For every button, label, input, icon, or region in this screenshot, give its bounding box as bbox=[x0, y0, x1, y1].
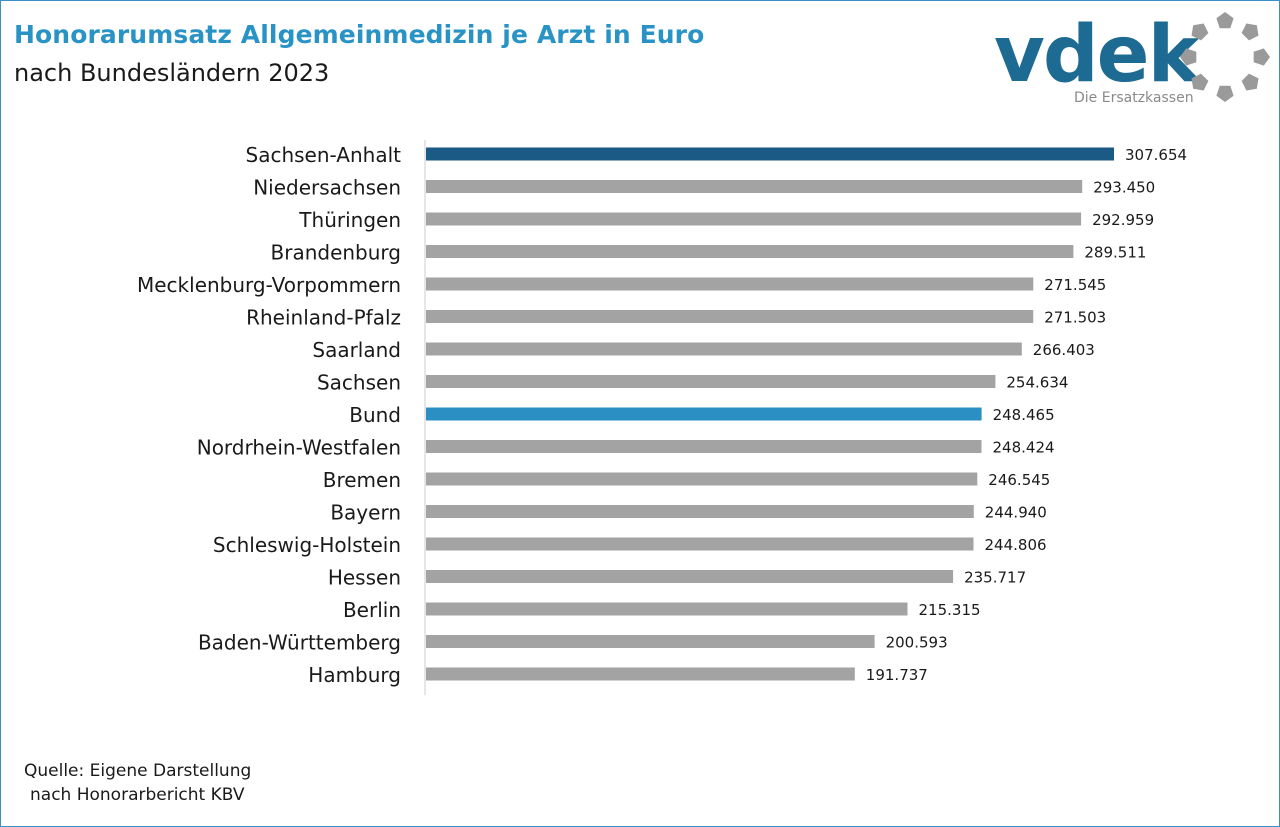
category-label-hessen: Hessen bbox=[328, 566, 401, 590]
category-label-brandenburg: Brandenburg bbox=[271, 241, 402, 265]
category-label-hamburg: Hamburg bbox=[308, 663, 401, 687]
value-label-rheinland-pfalz: 271.503 bbox=[1044, 309, 1106, 327]
value-label-berlin: 215.315 bbox=[919, 601, 981, 619]
category-label-bayern: Bayern bbox=[330, 501, 401, 525]
category-label-bremen: Bremen bbox=[323, 468, 401, 492]
bar-bayern bbox=[426, 505, 974, 518]
category-label-sachsen-anhalt: Sachsen-Anhalt bbox=[246, 143, 402, 167]
category-label-niedersachsen: Niedersachsen bbox=[253, 176, 401, 200]
value-label-nordrhein-westfalen: 248.424 bbox=[993, 439, 1055, 457]
logo-ring-segment bbox=[1216, 12, 1234, 29]
value-label-schleswig-holstein: 244.806 bbox=[985, 536, 1047, 554]
value-label-hamburg: 191.737 bbox=[866, 666, 928, 684]
bar-brandenburg bbox=[426, 245, 1074, 258]
bar-berlin bbox=[426, 602, 908, 616]
value-label-thüringen: 292.959 bbox=[1092, 211, 1154, 229]
value-label-saarland: 266.403 bbox=[1033, 341, 1095, 359]
value-label-baden-württemberg: 200.593 bbox=[886, 634, 948, 652]
vdek-logo-tagline: Die Ersatzkassen bbox=[1074, 90, 1194, 106]
bar-nordrhein-westfalen bbox=[426, 440, 982, 453]
logo-ring-segment bbox=[1241, 73, 1259, 91]
value-label-niedersachsen: 293.450 bbox=[1093, 179, 1155, 197]
category-label-berlin: Berlin bbox=[343, 598, 401, 622]
value-label-bayern: 244.940 bbox=[985, 504, 1047, 522]
bar-sachsen bbox=[426, 375, 996, 388]
value-label-hessen: 235.717 bbox=[964, 569, 1026, 587]
value-label-brandenburg: 289.511 bbox=[1084, 244, 1146, 262]
bar-niedersachsen bbox=[426, 180, 1083, 193]
bar-schleswig-holstein bbox=[426, 537, 974, 551]
logo-ring-segment bbox=[1191, 23, 1209, 41]
category-label-mecklenburg-vorpommern: Mecklenburg-Vorpommern bbox=[137, 273, 401, 297]
source-note: Quelle: Eigene Darstellung nach Honorarb… bbox=[24, 759, 251, 807]
bar-sachsen-anhalt bbox=[426, 147, 1114, 161]
logo-ring-segment bbox=[1216, 85, 1234, 102]
chart-subtitle: nach Bundesländern 2023 bbox=[14, 59, 330, 87]
vdek-logo-wordmark: vdek bbox=[994, 10, 1199, 100]
category-label-thüringen: Thüringen bbox=[298, 208, 401, 232]
source-line-2: nach Honorarbericht KBV bbox=[30, 785, 245, 805]
category-label-saarland: Saarland bbox=[312, 338, 401, 362]
category-label-baden-württemberg: Baden-Württemberg bbox=[198, 631, 401, 655]
value-label-bund: 248.465 bbox=[993, 406, 1055, 424]
bar-hessen bbox=[426, 570, 954, 583]
bar-baden-württemberg bbox=[426, 635, 875, 648]
bar-hamburg bbox=[426, 667, 855, 681]
logo-ring-segment bbox=[1191, 73, 1209, 91]
chart-title: Honorarumsatz Allgemeinmedizin je Arzt i… bbox=[14, 20, 705, 49]
category-label-schleswig-holstein: Schleswig-Holstein bbox=[213, 533, 401, 557]
bar-saarland bbox=[426, 342, 1022, 356]
vdek-logo-ring-icon bbox=[1180, 12, 1270, 102]
logo-ring-segment bbox=[1241, 23, 1259, 41]
logo-ring-segment bbox=[1180, 48, 1197, 66]
bar-bund bbox=[426, 407, 982, 421]
bar-chart: Sachsen-Anhalt Niedersachsen Thüringen Bran… bbox=[137, 140, 1187, 695]
value-label-sachsen-anhalt: 307.654 bbox=[1125, 146, 1187, 164]
category-label-rheinland-pfalz: Rheinland-Pfalz bbox=[246, 306, 401, 330]
logo-ring-segment bbox=[1253, 48, 1270, 66]
value-label-bremen: 246.545 bbox=[988, 471, 1050, 489]
source-line-1: Quelle: Eigene Darstellung bbox=[24, 761, 252, 781]
bar-bremen bbox=[426, 472, 978, 486]
category-label-nordrhein-westfalen: Nordrhein-Westfalen bbox=[197, 436, 401, 460]
bar-mecklenburg-vorpommern bbox=[426, 277, 1034, 291]
category-label-sachsen: Sachsen bbox=[317, 371, 401, 395]
value-label-mecklenburg-vorpommern: 271.545 bbox=[1044, 276, 1106, 294]
bar-thüringen bbox=[426, 212, 1082, 226]
category-label-bund: Bund bbox=[349, 403, 401, 427]
bar-rheinland-pfalz bbox=[426, 310, 1034, 323]
value-label-sachsen: 254.634 bbox=[1006, 374, 1068, 392]
